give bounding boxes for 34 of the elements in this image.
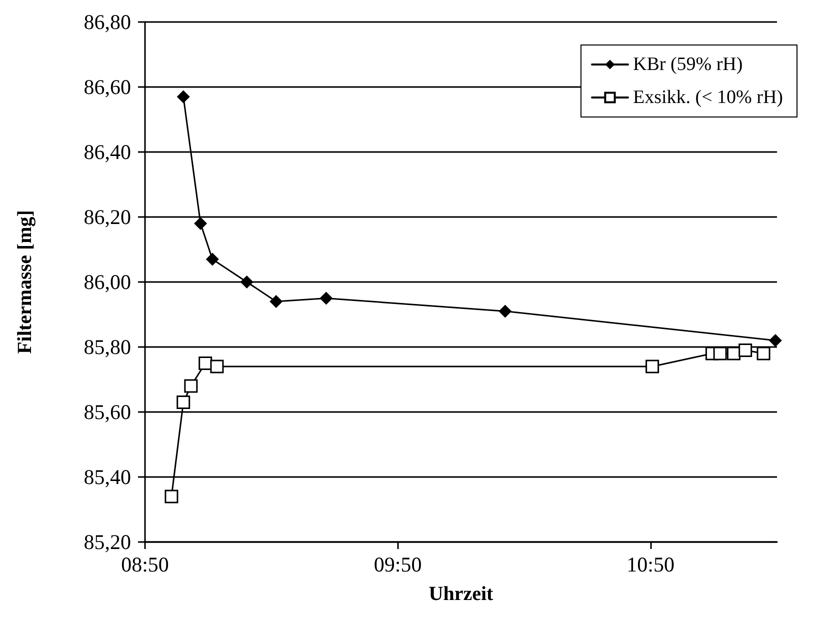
y-tick-label: 85,80 (84, 335, 131, 359)
y-tick-label: 86,00 (84, 270, 131, 294)
x-tick-label: 08:50 (121, 552, 169, 576)
point (164, 490, 178, 504)
point (240, 276, 254, 288)
point (206, 252, 219, 266)
point (320, 292, 333, 305)
y-tick-label: 86,20 (84, 205, 131, 229)
point (176, 90, 190, 104)
point (646, 360, 660, 374)
point (738, 344, 752, 357)
point (198, 356, 212, 370)
point (713, 346, 727, 360)
x-tick-label: 10:50 (626, 552, 675, 576)
point (176, 396, 190, 409)
y-tick-label: 86,40 (84, 140, 131, 164)
y-tick-label: 85,20 (84, 530, 131, 554)
legend-label: Exsikk. (< 10% rH) (632, 87, 784, 108)
point (210, 360, 224, 374)
y-tick-label: 85,60 (84, 400, 131, 424)
y-tick-label: 86,60 (84, 75, 131, 99)
y-tick-label: 86,80 (84, 10, 131, 34)
point (726, 346, 740, 360)
point (756, 346, 770, 360)
point (498, 304, 512, 318)
point (768, 334, 782, 347)
point (184, 379, 198, 393)
point (270, 295, 283, 308)
legend-label: KBr (59% rH) (632, 54, 743, 75)
x-axis-title: Uhrzeit (428, 583, 494, 605)
y-axis-title: Filtermasse [mg] (14, 210, 36, 354)
x-tick-label: 09:50 (374, 552, 422, 576)
point (194, 217, 208, 230)
y-tick-label: 85,40 (84, 465, 131, 489)
